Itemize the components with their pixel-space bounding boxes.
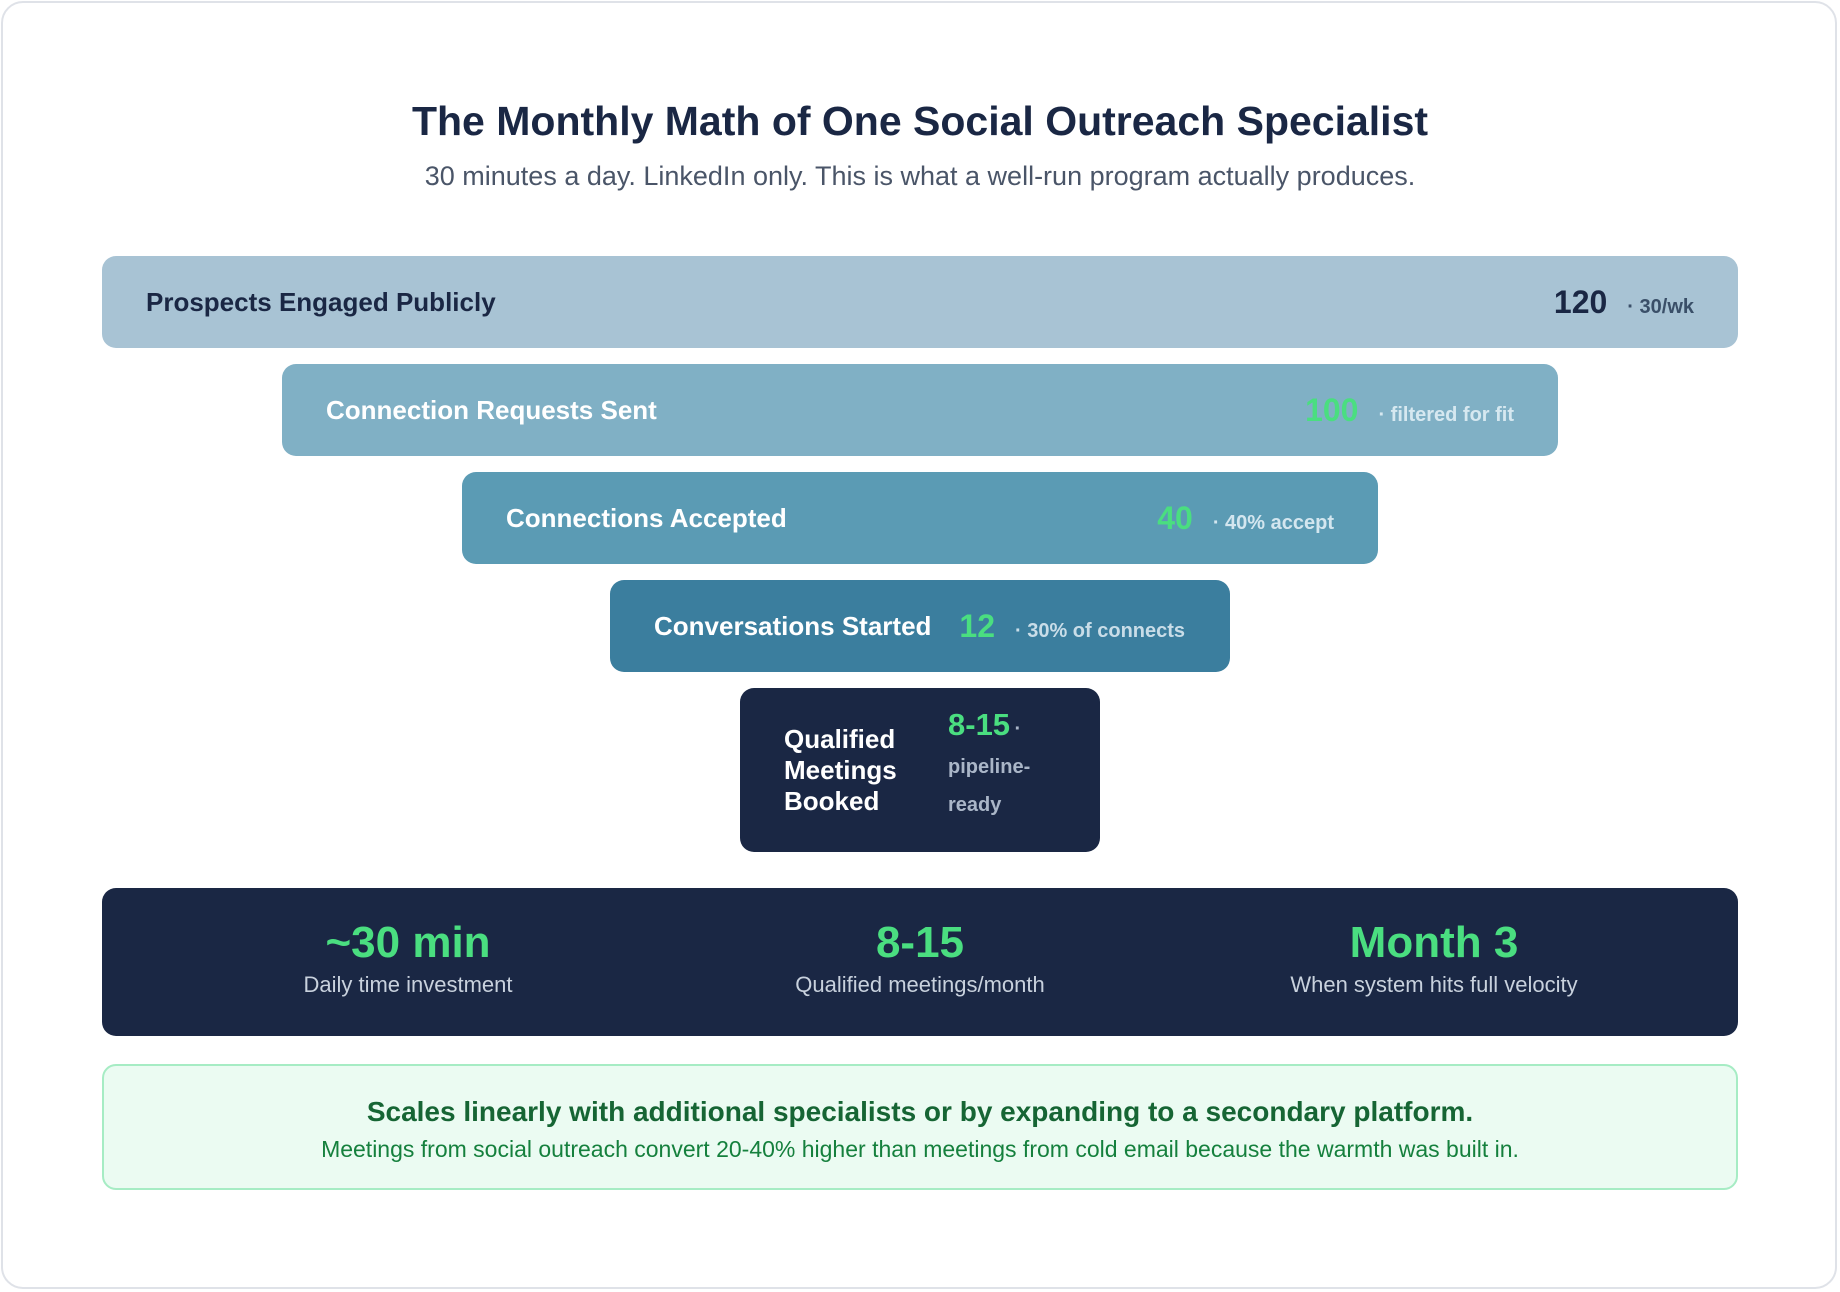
metric-full-velocity: Month 3 When system hits full velocity (1174, 918, 1694, 998)
callout-body: Meetings from social outreach convert 20… (321, 1136, 1519, 1162)
funnel-stage-conversations-started: Conversations Started 12 · 30% of connec… (610, 580, 1230, 672)
metric-label: When system hits full velocity (1290, 972, 1578, 997)
funnel-stage-label: Prospects Engaged Publicly (146, 286, 496, 317)
metric-label: Daily time investment (303, 972, 513, 997)
funnel-stage-label: Connection Requests Sent (326, 394, 657, 425)
page-title: The Monthly Math of One Social Outreach … (411, 98, 1429, 144)
funnel-stage-label: Connections Accepted (506, 502, 787, 533)
funnel-stage-connections-accepted: Connections Accepted 40 · 40% accept (462, 472, 1378, 564)
metric-label: Qualified meetings/month (795, 972, 1045, 997)
funnel-stage-prospects-engaged: Prospects Engaged Publicly 120 · 30/wk (102, 256, 1738, 348)
metric-value: 8-15 (875, 918, 965, 967)
metric-daily-time: ~30 min Daily time investment (148, 918, 668, 998)
funnel-stage-value: 120 (1553, 283, 1608, 320)
funnel-stage-note: · filtered for fit (1378, 403, 1514, 426)
funnel-stage-qualified-meetings: Qualified Meetings Booked 8-15 · pipelin… (740, 688, 1100, 852)
funnel-stage-label: Qualified Meetings Booked (784, 723, 897, 816)
metric-value: ~30 min (325, 918, 491, 967)
funnel-stage-note: · pipeline-ready (948, 718, 1031, 816)
page-subtitle: 30 minutes a day. LinkedIn only. This is… (424, 161, 1416, 191)
funnel-stage-label: Conversations Started (654, 610, 932, 641)
metric-value: Month 3 (1349, 918, 1519, 967)
summary-metrics-panel: ~30 min Daily time investment 8-15 Quali… (102, 888, 1738, 1036)
funnel-stage-value: 40 (1157, 499, 1193, 536)
funnel-stage-value: 100 (1305, 391, 1359, 428)
funnel-stage-value: 12 (959, 607, 995, 644)
funnel-stage-value: 8-15 (948, 707, 1011, 742)
funnel-stage-note: · 40% accept (1212, 511, 1334, 534)
callout-box: Scales linearly with additional speciali… (102, 1064, 1738, 1190)
funnel-stage-connection-requests: Connection Requests Sent 100 · filtered … (282, 364, 1558, 456)
metric-meetings-per-month: 8-15 Qualified meetings/month (660, 918, 1180, 998)
funnel-stage-note: · 30% of connects (1015, 619, 1186, 642)
callout-headline: Scales linearly with additional speciali… (366, 1096, 1474, 1127)
funnel-stage-note: · 30/wk (1627, 295, 1694, 318)
